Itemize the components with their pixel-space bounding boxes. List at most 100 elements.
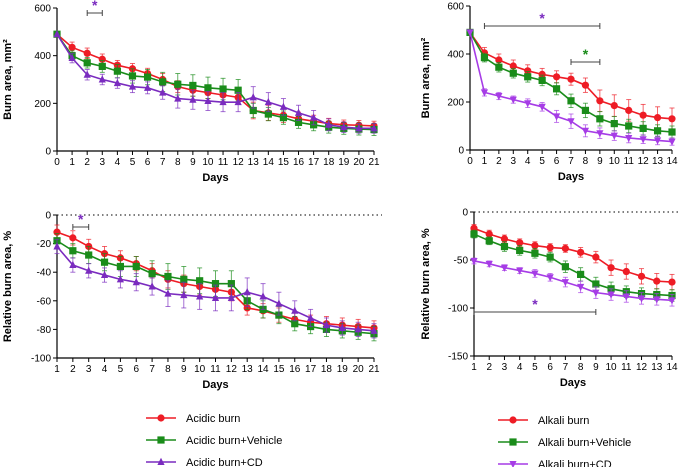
data-point [227, 293, 235, 301]
x-tick-label: 19 [337, 364, 349, 375]
y-tick-label: 600 [447, 2, 464, 13]
data-point [53, 30, 61, 38]
data-point [189, 81, 197, 90]
data-point [148, 282, 156, 290]
data-point [322, 320, 331, 329]
data-point [495, 93, 503, 101]
series-alkali-burn [470, 224, 676, 291]
data-point [480, 89, 489, 97]
data-point [85, 266, 93, 274]
x-tick-label: 21 [368, 157, 380, 168]
data-point [148, 270, 156, 278]
data-point [310, 113, 318, 121]
legend-marker [509, 461, 517, 467]
x-tick-label: 2 [70, 364, 76, 375]
data-point [531, 270, 539, 278]
legend-item: Alkali burn [498, 415, 589, 427]
significance-annotation: * [86, 0, 103, 16]
data-point [211, 293, 220, 301]
data-point [68, 53, 76, 62]
data-point [485, 237, 493, 245]
series-acidic-burn-cd [53, 30, 378, 134]
data-point [196, 292, 204, 300]
legend-label: Alkali burn+CD [538, 459, 612, 467]
data-point [279, 114, 288, 122]
data-point [538, 76, 546, 84]
data-point [100, 258, 109, 266]
data-point [211, 280, 220, 288]
y-tick-label: -50 [454, 256, 469, 267]
x-tick-label: 16 [289, 364, 301, 375]
series-alkali-burn-cd [470, 257, 676, 307]
significance-star: * [78, 211, 84, 227]
data-point [219, 97, 227, 106]
data-point [307, 313, 315, 321]
series-line [56, 33, 374, 130]
data-point [128, 82, 137, 90]
x-axis-label: Days [558, 171, 584, 183]
data-point [596, 97, 604, 105]
y-tick-label: 200 [447, 98, 464, 109]
y-tick-label: 0 [45, 147, 51, 158]
data-point [180, 290, 188, 299]
data-point [610, 102, 618, 110]
y-axis-label: Burn area, mm² [420, 37, 432, 118]
data-point [592, 253, 600, 261]
data-point [83, 59, 91, 67]
data-point [610, 120, 618, 128]
x-tick-label: 3 [86, 364, 92, 375]
x-tick-label: 4 [525, 156, 531, 167]
data-point [500, 264, 509, 272]
data-point [639, 136, 647, 144]
data-point [338, 323, 346, 331]
legend-label: Alkali burn+Vehicle [538, 437, 631, 449]
x-tick-label: 8 [583, 156, 589, 167]
data-point [68, 43, 76, 51]
data-point [159, 88, 167, 96]
data-point [113, 67, 121, 75]
data-point [592, 289, 600, 297]
data-point [164, 272, 172, 281]
x-tick-label: 7 [568, 156, 574, 167]
x-tick-label: 18 [321, 364, 333, 375]
data-point [639, 124, 647, 132]
data-point [53, 242, 61, 250]
data-point [355, 124, 363, 132]
legend-alkali: Alkali burn Alkali burn+Vehicle Alkali bur… [498, 415, 631, 467]
x-tick-label: 17 [308, 157, 320, 168]
data-point [219, 85, 227, 93]
data-point [279, 102, 288, 110]
x-tick-label: 11 [210, 364, 221, 375]
data-point [546, 274, 554, 282]
data-point [500, 235, 509, 243]
x-tick-label: 4 [517, 362, 523, 373]
data-point [637, 272, 646, 280]
x-tick-label: 9 [593, 362, 599, 373]
series-line [56, 33, 375, 131]
x-tick-label: 10 [606, 362, 618, 373]
significance-star: * [92, 0, 98, 13]
data-point [227, 280, 235, 288]
data-point [581, 106, 590, 114]
data-point [83, 70, 91, 78]
data-point [524, 73, 532, 81]
x-tick-label: 10 [609, 156, 621, 167]
x-tick-label: 0 [467, 156, 473, 167]
data-point [189, 95, 197, 103]
data-point [116, 275, 124, 283]
x-tick-label: 14 [257, 364, 269, 375]
data-point [668, 115, 676, 123]
data-point [69, 234, 77, 242]
data-point [516, 246, 524, 254]
legend-item: Alkali burn+Vehicle [498, 437, 631, 449]
data-point [639, 111, 647, 119]
data-point [470, 230, 478, 238]
x-tick-label: 1 [69, 157, 75, 168]
data-point [552, 85, 561, 93]
legend-marker [157, 457, 165, 465]
series-alkali-burn-vehicle [470, 229, 676, 302]
x-tick-label: 5 [532, 362, 538, 373]
y-tick-label: -20 [37, 239, 52, 250]
data-point [325, 120, 333, 128]
